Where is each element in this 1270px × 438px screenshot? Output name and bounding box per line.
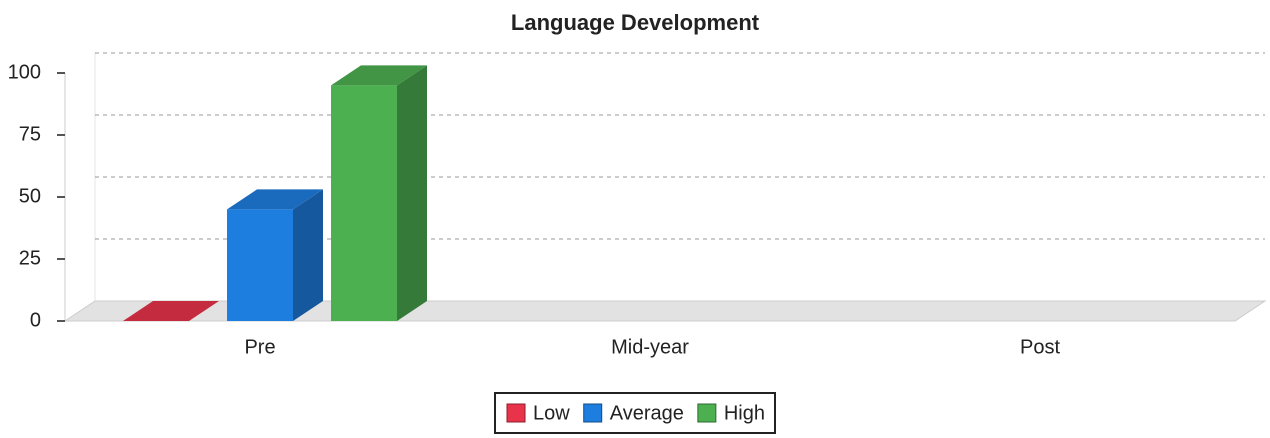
- bar-side: [397, 65, 427, 322]
- bar: [331, 85, 397, 322]
- legend-label: High: [724, 402, 765, 424]
- legend: Low Average High: [494, 392, 776, 434]
- legend-swatch: [506, 403, 526, 423]
- y-tick-label: 100: [8, 61, 41, 83]
- bar-top: [123, 301, 219, 321]
- y-tick-label: 50: [19, 185, 41, 207]
- bar-top: [331, 65, 427, 86]
- y-tick-label: 75: [19, 123, 41, 145]
- legend-box: [494, 392, 776, 434]
- legend-swatch: [583, 403, 603, 423]
- legend-label: Average: [610, 402, 684, 424]
- legend-swatch: [697, 403, 717, 423]
- legend-label: Low: [533, 402, 570, 424]
- y-tick-label: 25: [19, 247, 41, 269]
- bar-side: [293, 189, 323, 321]
- bar-top: [227, 189, 323, 210]
- bar: [227, 209, 293, 321]
- x-tick-label: Pre: [244, 336, 275, 358]
- chart-title: Language Development: [511, 10, 760, 35]
- y-tick-label: 0: [30, 309, 41, 331]
- x-tick-label: Mid-year: [611, 336, 689, 358]
- x-tick-label: Post: [1020, 336, 1060, 358]
